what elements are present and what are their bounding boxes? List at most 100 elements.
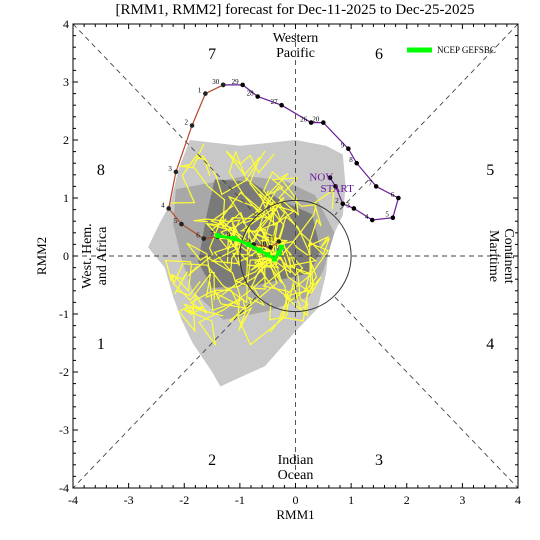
- observed-day-label: 6: [391, 191, 395, 199]
- forecast-mean-point: [215, 233, 221, 239]
- region-label-top: Western: [273, 31, 319, 46]
- x-tick-label: 3: [459, 493, 465, 507]
- recent-point: [179, 221, 184, 227]
- observed-line: [223, 84, 400, 221]
- ensemble-track: [220, 190, 285, 261]
- y-tick-label: -1: [59, 307, 69, 321]
- y-tick-label: 0: [63, 249, 69, 263]
- recent-point: [220, 82, 226, 88]
- legend-label: NCEP GEFSBC: [437, 45, 496, 55]
- observed-day-label: 4: [365, 213, 369, 221]
- observed-point: [340, 201, 346, 207]
- observed-day-label: 27: [271, 98, 279, 106]
- start-annotation: START: [321, 183, 355, 195]
- recent-day-label: 9: [246, 237, 250, 245]
- x-axis-label: RMM1: [276, 507, 314, 522]
- y-tick-label: 3: [63, 75, 69, 89]
- recent-line: [168, 84, 280, 248]
- forecast-mean-point: [276, 250, 282, 256]
- observed-point: [333, 184, 338, 189]
- plot-frame: [72, 23, 519, 489]
- ensemble-track: [204, 218, 274, 290]
- observed-day-label: 20: [312, 116, 320, 124]
- recent-day-label: 3: [168, 165, 172, 173]
- region-label-right: Continent: [501, 228, 516, 283]
- observed-day-label: 26: [300, 116, 308, 124]
- diagonal-guide: [72, 23, 257, 216]
- ensemble-track: [186, 242, 289, 346]
- y-axis-label: RMM2: [34, 237, 49, 275]
- recent-point: [268, 245, 273, 250]
- x-tick-label: 4: [515, 493, 521, 507]
- observed-point: [373, 184, 379, 189]
- y-tick-label: -3: [59, 423, 69, 437]
- nov-annotation: NOV: [309, 172, 333, 184]
- phase-label: 8: [97, 162, 105, 179]
- recent-point: [203, 91, 208, 96]
- observed-point: [390, 215, 396, 221]
- ensemble-track: [192, 143, 286, 242]
- recent-day-label: 6: [196, 232, 200, 240]
- observed-day-label: 29: [232, 78, 240, 86]
- region-label-bottom: Indian: [278, 453, 314, 468]
- x-tick-label: -4: [68, 493, 78, 507]
- phase-label: 7: [208, 46, 216, 63]
- observed-day-label: 28: [247, 90, 255, 98]
- region-label-left: and Africa: [95, 226, 110, 285]
- region-label-right: Maritime: [486, 230, 501, 282]
- region-label-left: West. Hem.: [80, 223, 95, 288]
- chart-title: [RMM1, RMM2] forecast for Dec-11-2025 to…: [116, 2, 475, 18]
- y-tick-label: 2: [63, 133, 69, 147]
- recent-day-label: 8: [227, 232, 231, 240]
- forecast-mean-point: [245, 241, 251, 247]
- recent-day-label: 2: [185, 119, 189, 127]
- phase-label: 6: [375, 46, 383, 63]
- observed-point: [279, 102, 284, 108]
- observed-day-label: 30: [212, 78, 220, 86]
- forecast-mean-point: [271, 256, 277, 262]
- recent-point: [201, 236, 207, 241]
- x-tick-label: 2: [404, 493, 410, 507]
- diagonal-guide: [72, 296, 257, 489]
- ensemble-track: [164, 258, 281, 304]
- y-tick-label: -4: [59, 481, 69, 495]
- diagonal-guide: [334, 296, 519, 489]
- unit-circle: [239, 199, 352, 313]
- y-tick-label: -2: [59, 365, 69, 379]
- forecast-mean-point: [279, 244, 285, 250]
- recent-day-label: 10: [259, 240, 267, 248]
- y-tick-label: 1: [63, 191, 69, 205]
- observed-day-label: 3: [346, 201, 350, 209]
- phase-label: 2: [208, 452, 216, 469]
- phase-label: 4: [486, 336, 494, 353]
- y-tick-label: 4: [63, 17, 69, 31]
- region-label-top: Pacific: [276, 46, 315, 61]
- observed-point: [255, 94, 260, 99]
- observed-point: [308, 120, 314, 125]
- ensemble-track: [178, 251, 266, 346]
- x-tick-label: 1: [348, 493, 354, 507]
- ensemble-track: [206, 193, 284, 251]
- observed-point: [327, 175, 333, 180]
- x-tick-label: 0: [293, 493, 299, 507]
- forecast-mean-point: [231, 236, 237, 242]
- observed-point: [351, 206, 357, 211]
- forecast-mean-point: [265, 252, 271, 258]
- recent-point: [173, 169, 179, 175]
- phase-label: 5: [486, 162, 494, 179]
- phase-label: 1: [97, 336, 105, 353]
- recent-point: [166, 206, 171, 211]
- recent-day-label: 5: [174, 217, 178, 225]
- x-tick-label: -2: [179, 493, 189, 507]
- observed-point: [396, 195, 401, 201]
- recent-day-label: 7: [210, 230, 214, 238]
- recent-day-label: 4: [161, 201, 165, 209]
- observed-point: [240, 82, 245, 88]
- observed-day-label: 5: [385, 211, 389, 219]
- forecast-mean-point: [256, 247, 262, 253]
- region-label-bottom: Ocean: [278, 468, 314, 483]
- observed-point: [354, 160, 359, 166]
